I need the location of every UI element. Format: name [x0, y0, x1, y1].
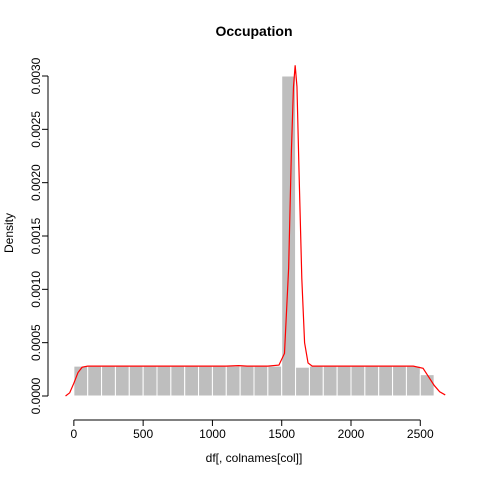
- y-tick-label: 0.0010: [29, 271, 43, 308]
- histogram-bar: [364, 365, 380, 397]
- x-axis: 0 500 1000 1500 2000 2500: [71, 419, 434, 441]
- x-tick-label: 500: [133, 427, 153, 441]
- y-axis: 0.0000 0.0005 0.0010 0.0015 0.0020 0.0025 0.00…: [29, 57, 49, 414]
- histogram-bar: [73, 365, 89, 397]
- histogram-bar: [405, 365, 421, 397]
- y-tick-label: 0.0030: [29, 57, 43, 94]
- histogram-bar: [184, 365, 200, 397]
- histogram-bar: [267, 365, 283, 397]
- histogram-bar: [211, 365, 227, 397]
- histogram-bar: [142, 365, 158, 397]
- histogram-bar: [87, 365, 103, 397]
- y-tick-label: 0.0015: [29, 217, 43, 254]
- x-tick-label: 2500: [407, 427, 434, 441]
- x-tick-label: 1500: [268, 427, 295, 441]
- chart-title: Occupation: [215, 23, 292, 39]
- histogram-bar: [253, 365, 269, 397]
- density-curve: [65, 65, 446, 397]
- histogram-bar: [308, 365, 324, 397]
- histogram-bar: [392, 365, 407, 397]
- histogram-bar: [239, 365, 255, 397]
- y-tick-label: 0.0000: [29, 377, 43, 414]
- histogram-bar: [114, 365, 130, 397]
- y-axis-label: Density: [2, 213, 16, 253]
- histogram-bar: [336, 365, 352, 397]
- histogram-bar: [156, 365, 172, 397]
- histogram-bar: [322, 365, 338, 397]
- bars-group: [73, 75, 435, 397]
- y-tick-label: 0.0025: [29, 111, 43, 148]
- x-axis-label: df[, colnames[col]]: [206, 451, 303, 465]
- histogram-bar: [281, 75, 297, 397]
- x-tick-label: 1000: [199, 427, 226, 441]
- histogram-bar: [419, 374, 435, 397]
- histogram-bar: [295, 366, 310, 397]
- histogram-bar: [198, 365, 213, 397]
- y-tick-label: 0.0020: [29, 164, 43, 201]
- histogram-bar: [350, 365, 366, 397]
- x-tick-label: 2000: [338, 427, 365, 441]
- histogram-bar: [101, 365, 116, 397]
- histogram-bar: [170, 365, 186, 397]
- histogram-bar: [225, 365, 241, 397]
- histogram-bar: [378, 365, 394, 397]
- x-tick-label: 0: [71, 427, 78, 441]
- histogram-bar: [128, 365, 144, 397]
- density-group: [65, 65, 446, 397]
- y-tick-label: 0.0005: [29, 324, 43, 361]
